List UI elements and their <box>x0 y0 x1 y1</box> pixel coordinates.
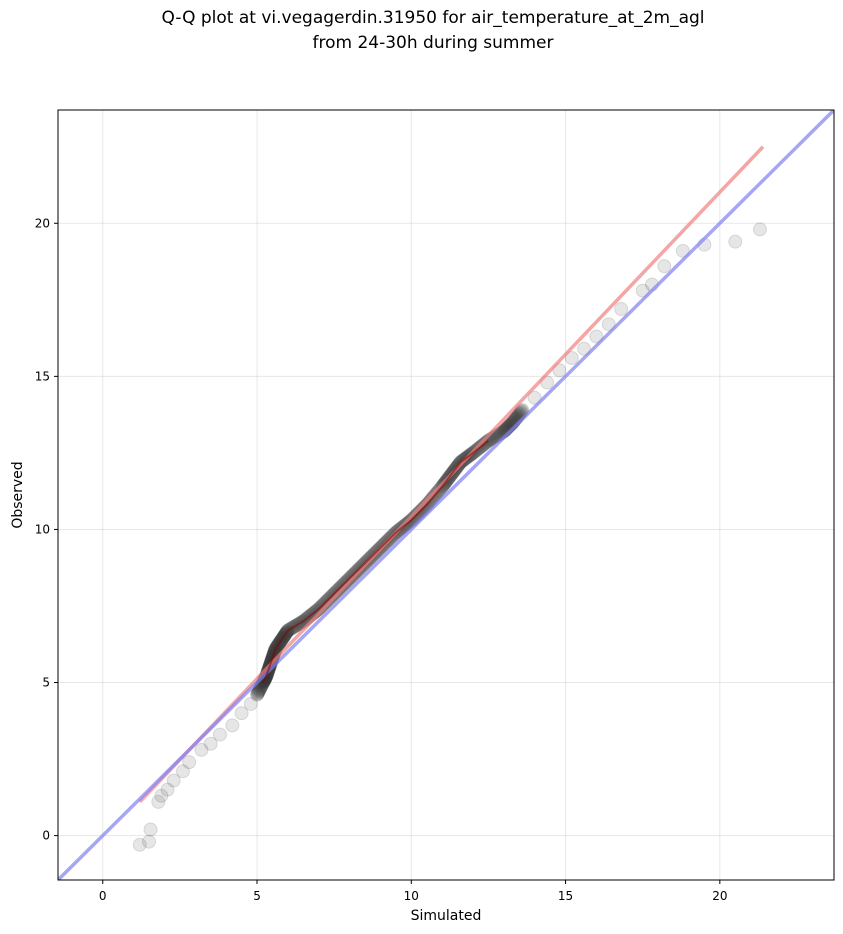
data-point <box>132 837 147 852</box>
data-point <box>552 363 567 378</box>
data-point <box>250 686 265 701</box>
data-point <box>151 794 166 809</box>
data-point <box>182 755 197 770</box>
data-point <box>142 834 157 849</box>
x-tick-label: 15 <box>558 889 573 903</box>
quantile-trace <box>262 439 490 683</box>
data-point <box>577 341 592 356</box>
data-point <box>589 329 604 344</box>
data-point <box>675 243 690 258</box>
x-tick-label: 5 <box>253 889 261 903</box>
data-point <box>564 350 579 365</box>
data-point <box>251 684 266 699</box>
x-tick-label: 0 <box>99 889 107 903</box>
plot-area <box>58 110 834 880</box>
x-axis-label: Simulated <box>411 908 482 924</box>
plot-frame <box>57 109 835 881</box>
data-point <box>515 403 530 418</box>
data-point <box>752 222 767 237</box>
data-point <box>234 706 249 721</box>
data-point <box>614 302 629 317</box>
data-point <box>252 682 267 697</box>
data-point <box>253 681 268 696</box>
data-point <box>154 788 169 803</box>
x-axis-ticks: 0 5 10 15 20 <box>99 880 727 903</box>
data-point <box>203 736 218 751</box>
y-tick-label: 5 <box>42 676 50 690</box>
data-point <box>252 683 267 698</box>
y-tick-label: 15 <box>35 369 50 383</box>
data-point <box>250 687 265 702</box>
y-tick-label: 10 <box>35 522 50 536</box>
identity-line <box>58 110 834 880</box>
data-point <box>243 696 258 711</box>
data-point <box>225 718 240 733</box>
y-tick-label: 20 <box>35 216 50 230</box>
data-point <box>527 390 542 405</box>
data-point <box>166 773 181 788</box>
reference-lines <box>58 110 834 880</box>
y-axis-ticks: 0 5 10 15 20 <box>35 216 58 843</box>
data-point <box>175 764 190 779</box>
data-points <box>132 222 767 852</box>
data-point <box>194 742 209 757</box>
chart-title: Q-Q plot at vi.vegagerdin.31950 for air_… <box>161 8 704 28</box>
data-point <box>252 682 267 697</box>
data-point <box>251 685 266 700</box>
data-point <box>514 403 529 418</box>
data-point <box>601 317 616 332</box>
grid <box>58 110 834 880</box>
data-point <box>250 686 265 701</box>
y-axis-label: Observed <box>10 461 26 528</box>
data-point <box>728 234 743 249</box>
x-tick-label: 10 <box>404 889 419 903</box>
x-tick-label: 20 <box>712 889 727 903</box>
data-point <box>160 782 175 797</box>
data-point <box>212 727 227 742</box>
data-point <box>635 283 650 298</box>
chart-subtitle: from 24-30h during summer <box>313 33 554 53</box>
y-tick-label: 0 <box>42 829 50 843</box>
data-point <box>143 822 158 837</box>
data-point <box>657 259 672 274</box>
